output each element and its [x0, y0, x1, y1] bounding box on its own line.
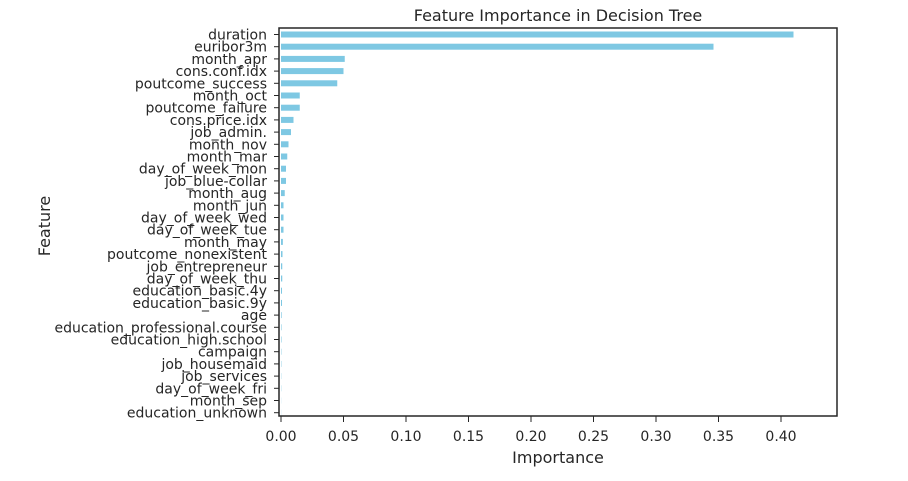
- y-tick-label: poutcome_success: [135, 76, 267, 92]
- y-tick-label: education_basic.4y: [133, 284, 267, 300]
- bar-poutcome_failure: [281, 104, 300, 111]
- y-tick-label: month_mar: [187, 150, 268, 166]
- y-tick-label: month_jun: [193, 198, 267, 214]
- bar-cons.conf.idx: [281, 68, 344, 75]
- y-tick-label: month_oct: [193, 89, 268, 105]
- bar-poutcome_success: [281, 80, 338, 87]
- y-tick-label: education_high.school: [111, 333, 267, 349]
- y-tick-label: day_of_week_mon: [139, 162, 267, 178]
- x-tick-label: 0.40: [765, 429, 796, 445]
- x-tick-label: 0.15: [453, 429, 484, 445]
- bar-cons.price.idx: [281, 116, 294, 123]
- bar-education_high.school: [281, 336, 282, 343]
- y-tick-label: education_unknown: [127, 406, 267, 422]
- y-tick-label: month_nov: [189, 137, 267, 153]
- y-tick-label: job_entrepreneur: [146, 259, 268, 275]
- y-tick-label: month_may: [184, 235, 267, 251]
- bar-job_entrepreneur: [281, 263, 283, 270]
- x-tick-label: 0.20: [515, 429, 546, 445]
- bar-month_oct: [281, 92, 300, 99]
- bar-education_basic.9y: [281, 299, 282, 306]
- y-tick-label: education_basic.9y: [133, 296, 267, 312]
- y-tick-label: day_of_week_thu: [147, 272, 267, 288]
- bar-day_of_week_mon: [281, 165, 286, 172]
- bar-age: [281, 312, 282, 319]
- y-tick-label: campaign: [198, 345, 267, 361]
- x-tick-label: 0.05: [328, 429, 359, 445]
- y-tick-label: cons.conf.idx: [176, 64, 267, 80]
- bar-education_basic.4y: [281, 287, 282, 294]
- bar-month_apr: [281, 55, 345, 62]
- bar-job_admin.: [281, 129, 291, 136]
- bar-education_professional.course: [281, 324, 282, 331]
- bars-group: [281, 31, 794, 416]
- y-tick-label: education_professional.course: [54, 320, 267, 336]
- bar-job_blue-collar: [281, 177, 286, 184]
- y-tick-label: cons.price.idx: [170, 113, 267, 129]
- y-tick-label: job_blue-collar: [164, 174, 267, 190]
- y-axis-ticks: durationeuribor3mmonth_aprcons.conf.idxp…: [54, 28, 279, 422]
- y-tick-label: euribor3m: [194, 40, 267, 56]
- y-tick-label: job_admin.: [189, 125, 267, 141]
- y-tick-label: job_housemaid: [160, 357, 267, 373]
- y-tick-label: month_aug: [188, 186, 267, 202]
- bar-day_of_week_tue: [281, 226, 284, 233]
- y-tick-label: poutcome_failure: [145, 101, 267, 117]
- y-tick-label: age: [241, 308, 267, 324]
- y-tick-label: day_of_week_wed: [141, 211, 267, 227]
- bar-euribor3m: [281, 43, 714, 50]
- x-tick-label: 0.00: [265, 429, 296, 445]
- y-tick-label: day_of_week_tue: [147, 223, 267, 239]
- bar-month_jun: [281, 202, 284, 209]
- y-tick-label: job_services: [180, 369, 267, 385]
- x-tick-label: 0.35: [703, 429, 734, 445]
- bar-poutcome_nonexistent: [281, 251, 283, 258]
- bar-day_of_week_wed: [281, 214, 284, 221]
- x-tick-label: 0.30: [640, 429, 671, 445]
- x-axis-ticks: 0.00 0.05 0.10 0.15 0.20 0.25 0.30 0.35 0.40: [265, 416, 797, 445]
- chart-title: Feature Importance in Decision Tree: [414, 6, 703, 25]
- bar-month_mar: [281, 153, 288, 160]
- x-tick-label: 0.25: [578, 429, 609, 445]
- y-tick-label: month_sep: [190, 394, 267, 410]
- x-tick-label: 0.10: [390, 429, 421, 445]
- bar-month_nov: [281, 141, 289, 148]
- bar-month_aug: [281, 190, 285, 197]
- y-tick-label: duration: [208, 28, 267, 44]
- bar-duration: [281, 31, 794, 38]
- bar-month_may: [281, 238, 283, 245]
- y-axis-title: Feature: [35, 196, 54, 256]
- y-tick-label: poutcome_nonexistent: [107, 247, 267, 263]
- x-axis-title: Importance: [512, 448, 604, 467]
- y-tick-label: day_of_week_fri: [155, 381, 267, 397]
- bar-day_of_week_thu: [281, 275, 283, 282]
- plot-frame: [278, 27, 838, 417]
- y-tick-label: month_apr: [191, 52, 267, 68]
